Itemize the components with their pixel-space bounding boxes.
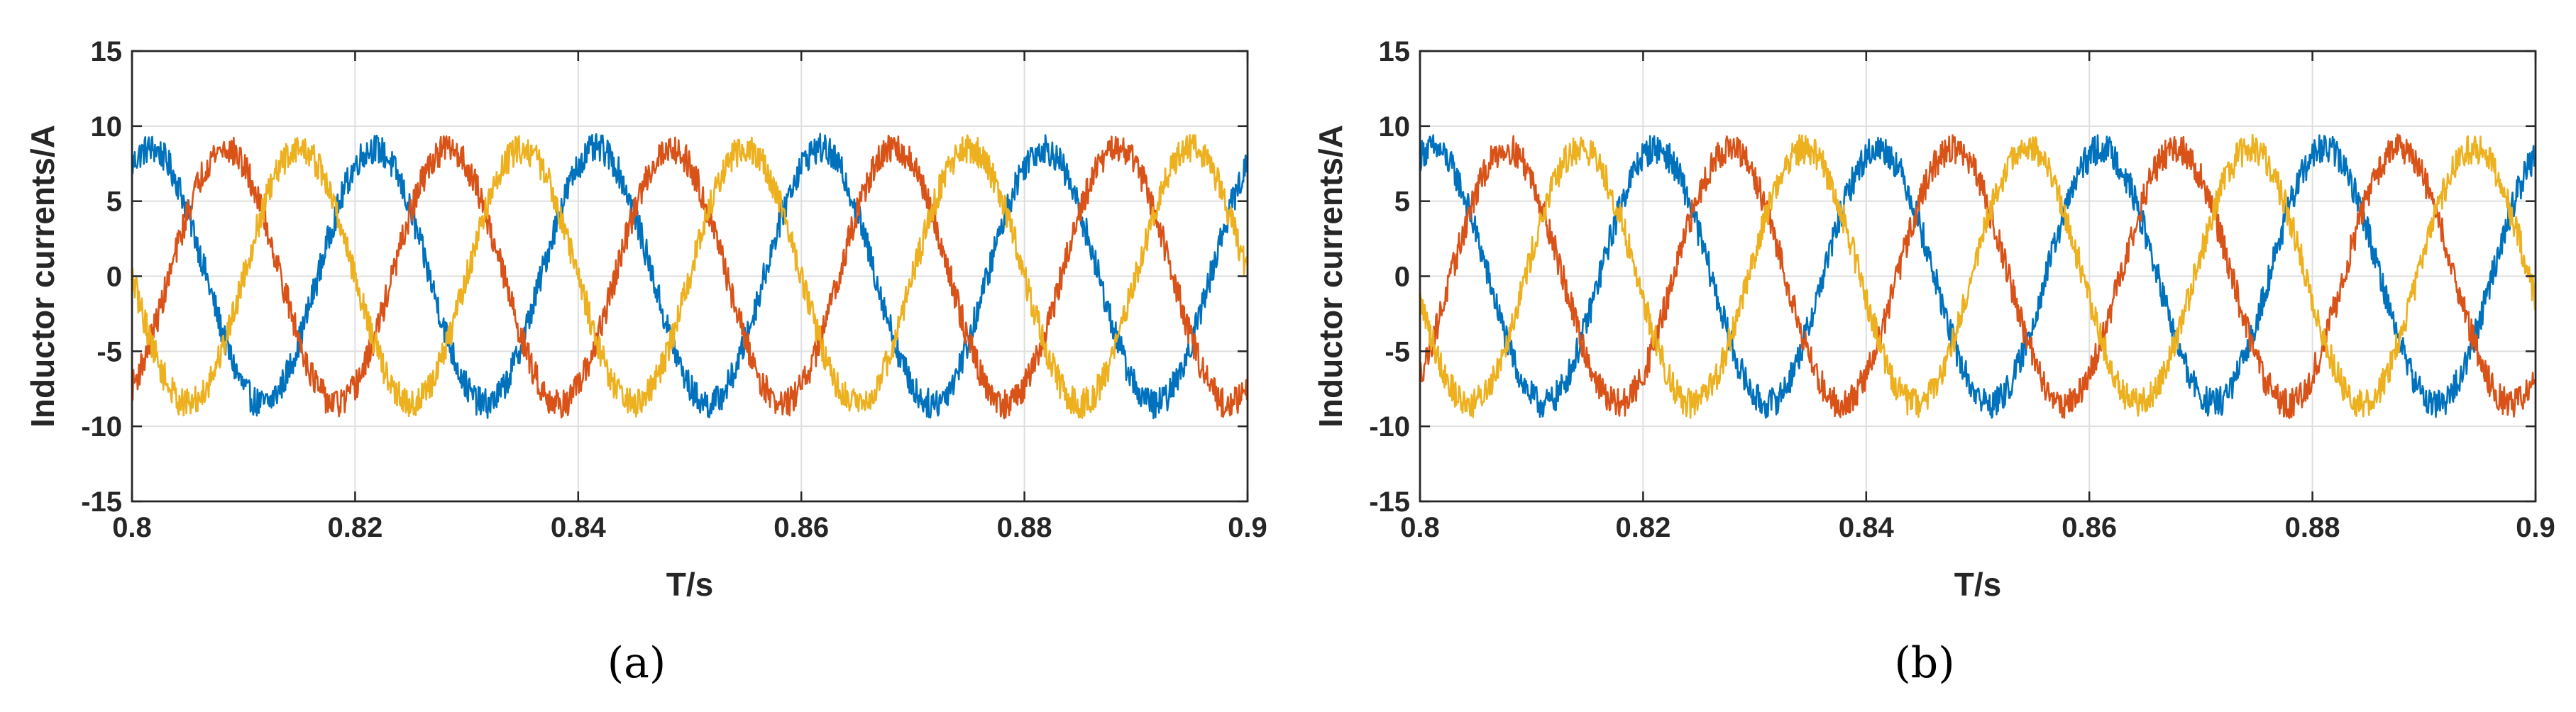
- y-tick-label-b-2: 5: [1394, 187, 1410, 218]
- series-line-b-phase-a: [1419, 134, 2537, 419]
- y-axis-title-a: Inductor currents/A: [24, 125, 61, 428]
- series-line-a-phase-c: [131, 133, 1249, 419]
- x-tick-label-a-3: 0.86: [774, 512, 829, 543]
- y-tick-label-a-6: -15: [81, 486, 122, 518]
- y-tick-label-a-4: -5: [97, 336, 122, 367]
- y-tick-label-a-1: 10: [91, 111, 123, 143]
- series-line-b-phase-b: [1419, 133, 2537, 419]
- x-axis-title-a: T/s: [666, 566, 713, 603]
- y-tick-label-b-1: 10: [1379, 111, 1411, 143]
- y-tick-label-b-3: 0: [1394, 262, 1410, 293]
- series-b: [1419, 133, 2537, 419]
- y-tick-label-b-6: -15: [1369, 486, 1410, 518]
- x-tick-label-a-5: 0.9: [1228, 512, 1267, 543]
- x-tick-label-b-2: 0.84: [1839, 512, 1895, 543]
- y-tick-label-a-3: 0: [106, 262, 122, 293]
- x-tick-label-b-0: 0.8: [1400, 512, 1440, 543]
- y-tick-label-a-5: -10: [81, 411, 122, 443]
- x-axis-title-b: T/s: [1954, 566, 2001, 603]
- panel-label-a: (a): [607, 638, 666, 688]
- y-tick-label-a-2: 5: [106, 187, 122, 218]
- x-tick-label-a-4: 0.88: [997, 512, 1052, 543]
- ticks-a: 0.8 0.82 0.84 0.86 0.88 0.9 15 10 5 0 -5 -10 -15: [81, 36, 1267, 543]
- x-tick-label-a-0: 0.8: [112, 512, 152, 543]
- panel-label-b: (b): [1894, 638, 1954, 688]
- y-tick-label-b-4: -5: [1385, 336, 1410, 367]
- x-tick-label-a-1: 0.82: [327, 512, 382, 543]
- series-a: [131, 133, 1249, 420]
- chart-panel-a: 0.8 0.82 0.84 0.86 0.88 0.9 15 10 5 0 -5 -10 -15 T/s…: [24, 36, 1267, 688]
- series-line-a-phase-a: [131, 133, 1249, 420]
- x-tick-label-b-5: 0.9: [2516, 512, 2555, 543]
- x-tick-label-a-2: 0.84: [551, 512, 607, 543]
- y-tick-label-b-5: -10: [1369, 411, 1410, 443]
- y-tick-label-b-0: 15: [1379, 36, 1411, 67]
- series-line-a-phase-b: [131, 134, 1249, 420]
- y-axis-title-b: Inductor currents/A: [1312, 125, 1349, 428]
- x-tick-label-b-3: 0.86: [2062, 512, 2117, 543]
- x-tick-label-b-4: 0.88: [2285, 512, 2340, 543]
- y-tick-label-a-0: 15: [91, 36, 123, 67]
- chart-panel-b: 0.8 0.82 0.84 0.86 0.88 0.9 15 10 5 0 -5 -10 -15 T/s…: [1312, 36, 2555, 688]
- ticks-b: 0.8 0.82 0.84 0.86 0.88 0.9 15 10 5 0 -5 -10 -15: [1369, 36, 2555, 543]
- series-line-b-phase-c: [1419, 133, 2537, 419]
- x-tick-label-b-1: 0.82: [1615, 512, 1670, 543]
